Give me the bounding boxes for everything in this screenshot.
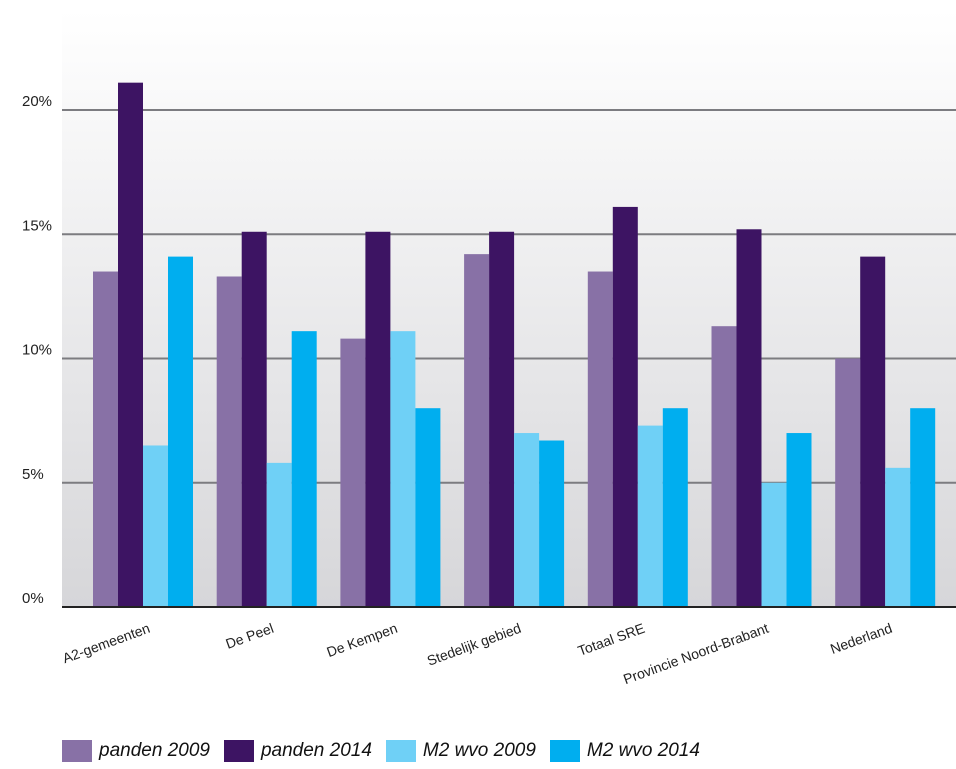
- bar: [514, 433, 540, 607]
- bar: [587, 271, 613, 607]
- bar: [390, 331, 416, 607]
- y-tick-label: 10%: [22, 342, 52, 359]
- bar: [489, 231, 515, 607]
- bar: [415, 408, 441, 607]
- bar: [637, 425, 663, 607]
- legend-label: M2 wvo 2014: [586, 740, 700, 761]
- x-tick-label: Stedelijk gebied: [425, 620, 523, 669]
- bar: [168, 256, 193, 607]
- bar: [93, 271, 118, 607]
- legend-label: panden 2014: [260, 740, 372, 761]
- bar: [835, 358, 861, 607]
- y-axis: 0% 5% 10% 15% 20%: [22, 93, 52, 607]
- x-axis: A2-gemeenten De Peel De Kempen Stedelijk ge…: [60, 606, 956, 687]
- bar: [216, 276, 242, 607]
- legend-label: panden 2009: [99, 740, 210, 761]
- bars: [93, 82, 936, 608]
- legend: panden 2009 panden 2014 M2 wvo 2009 M2 wvo …: [62, 740, 714, 762]
- bar: [365, 231, 391, 607]
- y-tick-label: 20%: [22, 93, 52, 110]
- bar: [662, 408, 688, 607]
- bar: [539, 440, 565, 607]
- x-tick-label: A2-gemeenten: [60, 620, 152, 666]
- y-tick-label: 0%: [22, 590, 44, 607]
- legend-item: panden 2014: [223, 740, 372, 762]
- bar: [266, 462, 292, 607]
- bar: [143, 445, 168, 607]
- y-tick-label: 5%: [22, 466, 44, 483]
- legend-swatch: [385, 740, 416, 762]
- bar: [612, 206, 638, 608]
- x-tick-label: De Peel: [223, 620, 275, 652]
- x-tick-label: Totaal SRE: [576, 620, 647, 659]
- bar: [736, 229, 762, 607]
- y-tick-label: 15%: [22, 217, 52, 234]
- x-tick-label: De Kempen: [324, 620, 399, 660]
- legend-item: M2 wvo 2009: [385, 740, 536, 762]
- bar: [910, 408, 936, 607]
- bar: [241, 231, 267, 607]
- legend-label: M2 wvo 2009: [422, 740, 536, 761]
- bar: [860, 256, 886, 607]
- bar: [761, 482, 787, 607]
- legend-item: M2 wvo 2014: [549, 740, 700, 762]
- bar: [786, 433, 812, 607]
- legend-swatch: [549, 740, 580, 762]
- bar: [118, 82, 143, 608]
- legend-item: panden 2009: [62, 740, 210, 762]
- bar: [711, 326, 737, 607]
- bar: [340, 338, 366, 607]
- bar: [291, 331, 317, 607]
- bar: [885, 467, 911, 607]
- x-tick-label: Nederland: [828, 620, 894, 657]
- legend-swatch: [62, 740, 92, 762]
- bar: [464, 254, 490, 607]
- legend-swatch: [223, 740, 254, 762]
